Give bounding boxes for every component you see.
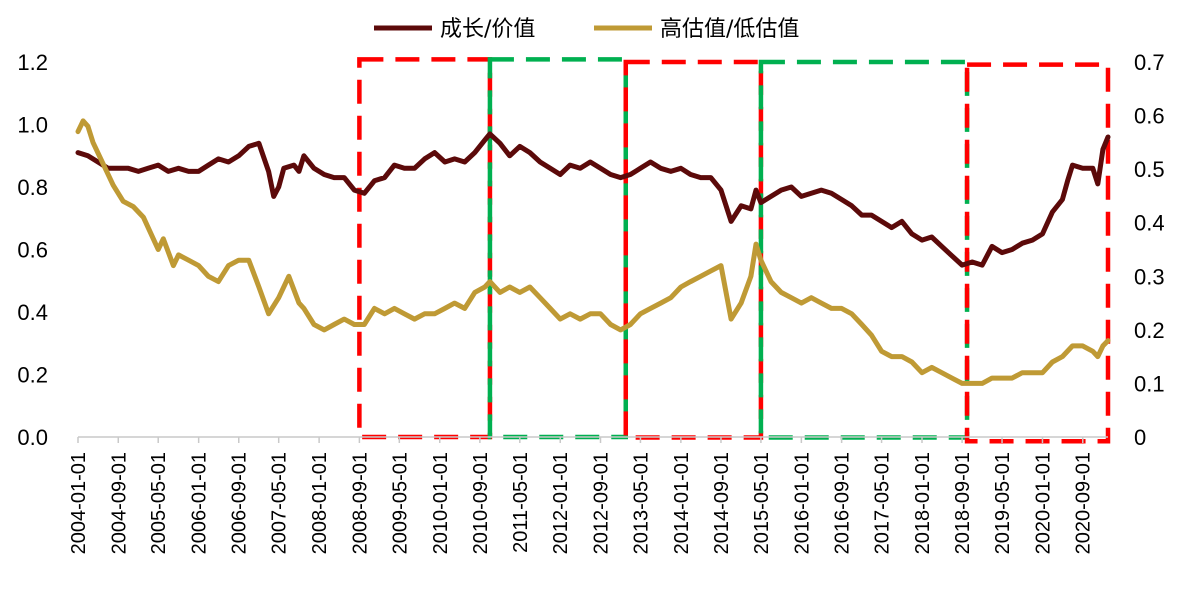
x-tick-label: 2008-09-01 — [349, 452, 371, 554]
x-tick-label: 2012-01-01 — [550, 452, 572, 554]
highlight-box-1 — [357, 57, 493, 440]
x-tick-label: 2005-05-01 — [148, 452, 170, 554]
x-tick-label: 2010-09-01 — [470, 452, 492, 554]
y-right-tick-label: 0.4 — [1134, 211, 1165, 236]
y-left-tick-label: 0.4 — [17, 300, 48, 325]
x-tick-label: 2012-09-01 — [591, 452, 613, 554]
series-layer — [75, 118, 1111, 386]
x-tick-label: 2014-09-01 — [711, 452, 733, 554]
x-tick-label: 2016-01-01 — [791, 452, 813, 554]
y-left-tick-label: 0.2 — [17, 363, 48, 388]
y-left-tick-label: 1.2 — [17, 50, 48, 75]
highlight-box-2 — [487, 57, 629, 440]
y-right-tick-label: 0.6 — [1134, 104, 1165, 129]
x-tick-label: 2017-05-01 — [872, 452, 894, 554]
highlight-box-3 — [623, 59, 764, 440]
y-right-tick-label: 0.5 — [1134, 157, 1165, 182]
legend: 成长/价值 高估值/低估值 — [374, 17, 799, 42]
y-left-tick-label: 0.0 — [17, 425, 48, 450]
x-tick-label: 2018-01-01 — [912, 452, 934, 554]
series-line-2 — [75, 118, 1111, 386]
x-tick-label: 2015-05-01 — [751, 452, 773, 554]
x-tick-label: 2011-05-01 — [510, 452, 532, 553]
x-tick-label: 2010-01-01 — [430, 452, 452, 554]
x-tick-label: 2020-09-01 — [1073, 452, 1095, 554]
x-tick-label: 2009-05-01 — [389, 452, 411, 554]
y-right-tick-label: 0.2 — [1134, 318, 1165, 343]
x-tick-label: 2008-01-01 — [309, 452, 331, 554]
y-left-tick-label: 0.8 — [17, 175, 48, 200]
y-left-tick-label: 0.6 — [17, 238, 48, 263]
y-right-tick-label: 0.1 — [1134, 371, 1165, 396]
x-tick-label: 2004-01-01 — [68, 452, 90, 554]
axes: 0.0 0.2 0.4 0.6 0.8 1.0 1.2 0 0.1 0.2 0.3 0.4 0.5 0.6… — [17, 50, 1164, 554]
x-tick-label: 2006-09-01 — [229, 452, 251, 554]
x-tick-label: 2014-01-01 — [671, 452, 693, 554]
x-tick-label: 2004-09-01 — [108, 452, 130, 554]
x-tick-label: 2020-01-01 — [1032, 452, 1054, 554]
highlight-box-4 — [758, 59, 970, 440]
legend-label-series-1: 成长/价值 — [440, 17, 535, 42]
x-tick-label: 2019-05-01 — [992, 452, 1014, 554]
x-tick-label: 2016-09-01 — [832, 452, 854, 554]
y-right-tick-label: 0 — [1134, 425, 1146, 450]
x-tick-label: 2018-09-01 — [952, 452, 974, 554]
y-right-tick-label: 0.7 — [1134, 50, 1165, 75]
x-tick-label: 2007-05-01 — [269, 452, 291, 554]
x-tick-label: 2013-05-01 — [630, 452, 652, 554]
y-left-tick-label: 1.0 — [17, 113, 48, 138]
x-tick-label: 2006-01-01 — [189, 452, 211, 554]
highlight-box-5 — [964, 62, 1111, 444]
y-right-tick-label: 0.3 — [1134, 264, 1165, 289]
series-line-1 — [75, 131, 1111, 268]
legend-label-series-2: 高估值/低估值 — [660, 17, 799, 42]
